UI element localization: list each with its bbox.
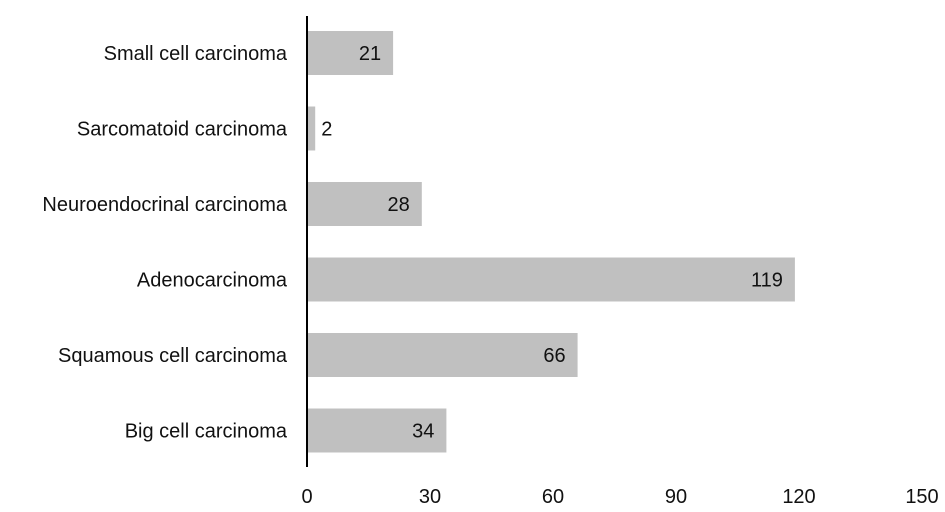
x-tick-label: 90 bbox=[665, 486, 687, 508]
category-label: Sarcomatoid carcinoma bbox=[77, 119, 288, 141]
category-label: Squamous cell carcinoma bbox=[58, 345, 288, 367]
bars-group bbox=[307, 31, 795, 453]
x-axis-tick-labels: 0 30 60 90 120 150 bbox=[301, 486, 938, 508]
data-label: 28 bbox=[388, 194, 410, 216]
bar bbox=[307, 333, 578, 377]
x-tick-label: 120 bbox=[782, 486, 815, 508]
data-label: 66 bbox=[543, 345, 565, 367]
category-label: Neuroendocrinal carcinoma bbox=[42, 194, 287, 216]
x-tick-label: 60 bbox=[542, 486, 564, 508]
data-label: 2 bbox=[321, 119, 332, 141]
category-label: Big cell carcinoma bbox=[125, 421, 288, 443]
x-tick-label: 150 bbox=[905, 486, 938, 508]
category-labels: Small cell carcinoma Sarcomatoid carcinom… bbox=[42, 43, 287, 443]
bar bbox=[307, 408, 447, 453]
bar bbox=[307, 106, 316, 151]
data-labels: 21 2 28 119 66 34 bbox=[321, 43, 783, 443]
category-label: Adenocarcinoma bbox=[137, 270, 288, 292]
data-label: 21 bbox=[359, 43, 381, 65]
bar bbox=[307, 31, 394, 75]
category-label: Small cell carcinoma bbox=[104, 43, 288, 65]
x-tick-label: 30 bbox=[419, 486, 441, 508]
bar bbox=[307, 257, 795, 302]
bar bbox=[307, 182, 422, 226]
data-label: 119 bbox=[751, 270, 783, 292]
data-label: 34 bbox=[412, 421, 434, 443]
x-tick-label: 0 bbox=[301, 486, 312, 508]
